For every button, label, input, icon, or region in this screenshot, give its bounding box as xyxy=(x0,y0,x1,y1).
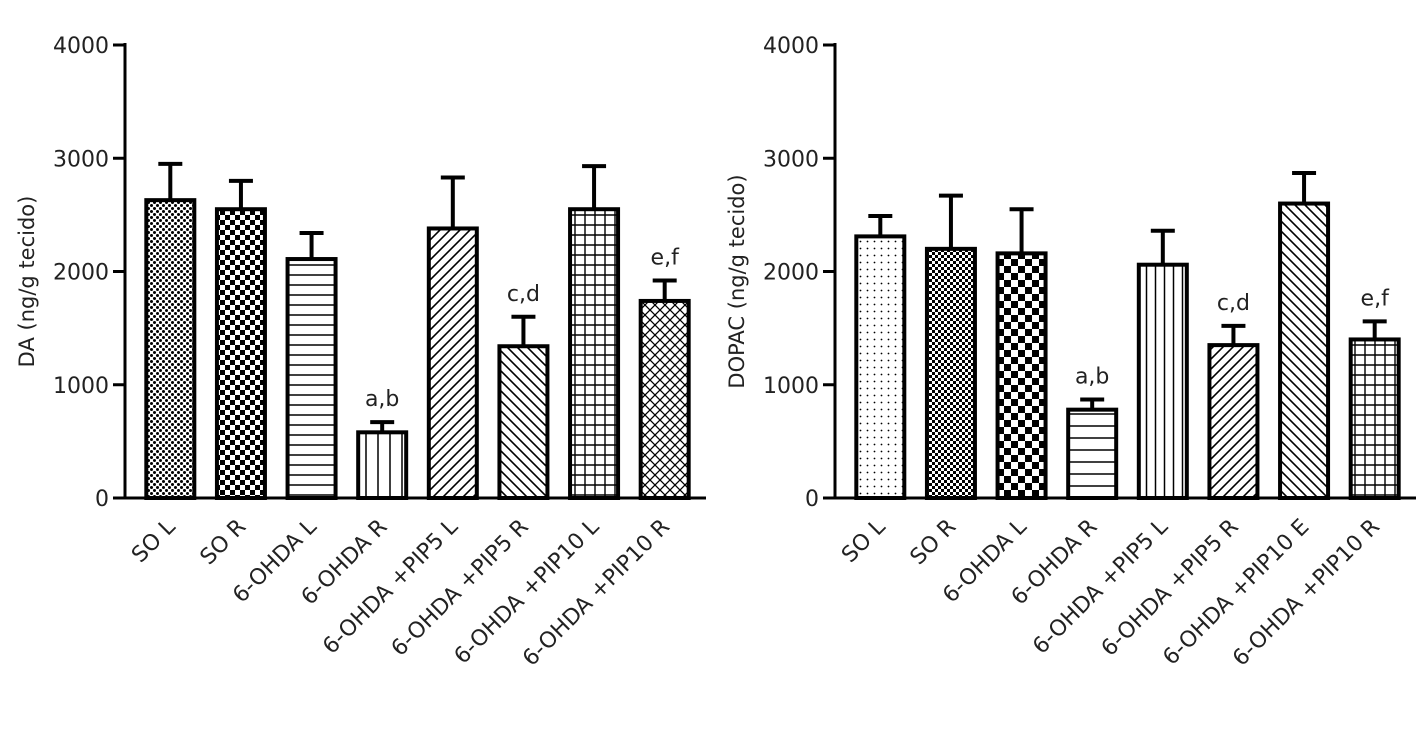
bar-2 xyxy=(924,246,977,500)
bar-4 xyxy=(1066,407,1119,501)
significance-label: e,f xyxy=(651,246,681,271)
x-tick-label: SO L xyxy=(837,514,891,568)
bar-5 xyxy=(426,226,479,500)
bar-1 xyxy=(854,234,907,501)
bar-7 xyxy=(568,207,621,500)
y-tick-label: 3000 xyxy=(763,147,819,172)
y-tick-label: 1000 xyxy=(763,374,819,399)
x-tick-label: 6-OHDA +PIP5 L xyxy=(318,514,463,659)
x-tick-label: SO L xyxy=(127,514,181,568)
bar-8 xyxy=(638,298,691,500)
bar-5 xyxy=(1136,262,1189,500)
bar-2 xyxy=(214,207,267,500)
y-tick-label: 4000 xyxy=(53,34,109,59)
significance-label: a,b xyxy=(1075,364,1109,389)
bar-1 xyxy=(144,198,197,500)
bar-3 xyxy=(995,251,1048,500)
y-tick-label: 2000 xyxy=(53,261,109,286)
y-axis-label: DA (ng/g tecido) xyxy=(15,196,39,368)
significance-label: c,d xyxy=(1217,291,1250,316)
y-tick-label: 1000 xyxy=(53,374,109,399)
significance-label: a,b xyxy=(365,387,399,412)
bar-6 xyxy=(1207,343,1260,500)
chart-dopac: 0 1000 2000 3000 4000 DOPAC (ng/g tecido) SO L… xyxy=(725,34,1416,671)
x-tick-label: SO R xyxy=(906,515,962,571)
significance-label: e,f xyxy=(1361,286,1391,311)
x-tick-label: SO R xyxy=(196,515,252,571)
y-tick-label: 2000 xyxy=(763,261,819,286)
y-tick-label: 4000 xyxy=(763,34,819,59)
bar-8 xyxy=(1348,337,1401,501)
chart-da: 0 1000 2000 3000 4000 DA (ng/g tecido) SO L SO … xyxy=(15,34,706,671)
bar-4 xyxy=(356,430,409,500)
bar-7 xyxy=(1278,201,1331,501)
bar-3 xyxy=(285,257,338,501)
x-tick-label: 6-OHDA +PIP5 L xyxy=(1028,514,1173,659)
y-tick-label: 3000 xyxy=(53,147,109,172)
y-tick-label: 0 xyxy=(95,487,109,512)
x-tick-label: 6-OHDA +PIP5 R xyxy=(1097,515,1244,662)
y-axis-label: DOPAC (ng/g tecido) xyxy=(725,174,749,388)
significance-label: c,d xyxy=(507,282,540,307)
bar-6 xyxy=(497,344,550,500)
y-tick-label: 0 xyxy=(805,487,819,512)
x-tick-label: 6-OHDA +PIP5 R xyxy=(387,515,534,662)
